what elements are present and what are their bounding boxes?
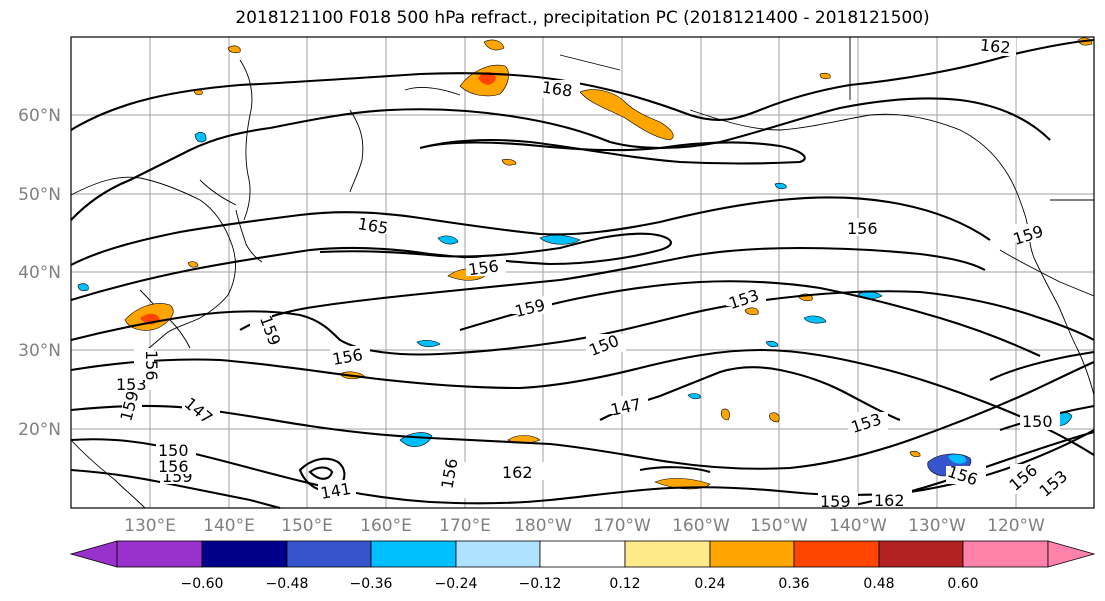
lon-label-140e: 140°E [203,516,255,536]
svg-text:156: 156 [142,350,161,381]
contour-label-156h: 156 [134,348,161,381]
colorbar-tick: −0.24 [435,576,478,592]
contour-label-159: 159 [1010,221,1050,249]
svg-text:159: 159 [820,492,851,511]
lon-label-170e: 170°E [439,516,491,536]
lat-label-30n: 30°N [18,341,61,361]
contour-label-150b: 150 [1020,412,1060,431]
contour-label-162: 162 [978,35,1016,57]
lon-label-140w: 140°W [829,516,887,536]
contour-label-159d: 159 [818,492,858,511]
svg-text:156: 156 [467,256,500,279]
contour-label-168: 168 [540,78,580,101]
colorbar-bin [539,540,626,568]
contour-label-150c: 150 [156,440,196,460]
lon-label-150w: 150°W [750,516,808,536]
colorbar-bin [201,540,288,568]
colorbar-extend-min [69,540,118,568]
lon-label-160w: 160°W [672,516,730,536]
colorbar-bin [624,540,711,568]
colorbar-bin [116,540,203,568]
colorbar-bin [286,540,372,568]
contour-label-162b: 162 [872,490,912,510]
contour-label-156b: 156 [845,218,885,238]
lon-label-170w: 170°W [593,516,651,536]
colorbar-bin [878,540,964,568]
colorbar-tick: 0.12 [609,576,640,592]
contour-label-156g: 156 [156,456,196,476]
colorbar-bin [793,540,880,568]
svg-text:162: 162 [874,491,905,510]
lon-label-160e: 160°E [360,516,412,536]
contour-label-162c: 162 [500,462,558,482]
colorbar-tick: 0.36 [778,576,809,592]
svg-text:162: 162 [979,35,1011,57]
latitude-labels: 60°N 50°N 40°N 30°N 20°N [18,106,61,440]
lat-label-20n: 20°N [18,420,61,440]
contour-label-156: 156 [466,256,506,279]
lon-label-130e: 130°E [124,516,176,536]
svg-text:156: 156 [847,219,878,238]
colorbar-tick: −0.36 [350,576,393,592]
graticule [71,37,1094,508]
lat-label-40n: 40°N [18,263,61,283]
contour-label-159b: 159 [512,295,552,321]
contour-label-153: 153 [726,286,766,313]
map-title: 2018121100 F018 500 hPa refract., precip… [235,8,930,28]
colorbar-ticks: −0.60 −0.48 −0.36 −0.24 −0.12 0.12 0.24 … [181,576,979,592]
contour-labels: 168 162 165 156 156 159 159 159 153 156 … [116,35,1071,511]
svg-text:150: 150 [1022,412,1053,431]
colorbar-tick: −0.60 [181,576,224,592]
lon-label-150e: 150°E [281,516,333,536]
svg-text:162: 162 [502,463,533,482]
colorbar-bin [709,540,795,568]
colorbar-tick: 0.48 [863,576,894,592]
longitude-labels: 130°E 140°E 150°E 160°E 170°E 180°W 170°… [124,516,1045,536]
lat-label-50n: 50°N [18,185,61,205]
colorbar-bin [962,540,1049,568]
colorbar-tick: 0.60 [947,576,978,592]
colorbar-bin [455,540,541,568]
svg-text:156: 156 [158,457,189,476]
colorbar-tick: −0.12 [519,576,562,592]
lon-label-120w: 120°W [987,516,1045,536]
colorbar-tick: −0.48 [266,576,309,592]
contour-label-141: 141 [318,479,356,503]
colorbar-tick: 0.24 [694,576,725,592]
colorbar-bin [370,540,457,568]
svg-text:150: 150 [158,441,189,460]
colorbar-extend-max [1047,540,1096,568]
lon-label-130w: 130°W [908,516,966,536]
lat-label-60n: 60°N [18,106,61,126]
svg-text:168: 168 [541,78,574,101]
map-frame [70,36,1095,509]
contour-label-153b: 153 [848,409,888,437]
lon-label-180w: 180°W [514,516,572,536]
colorbar [69,540,1096,568]
contour-label-156f: 156 [438,457,466,498]
